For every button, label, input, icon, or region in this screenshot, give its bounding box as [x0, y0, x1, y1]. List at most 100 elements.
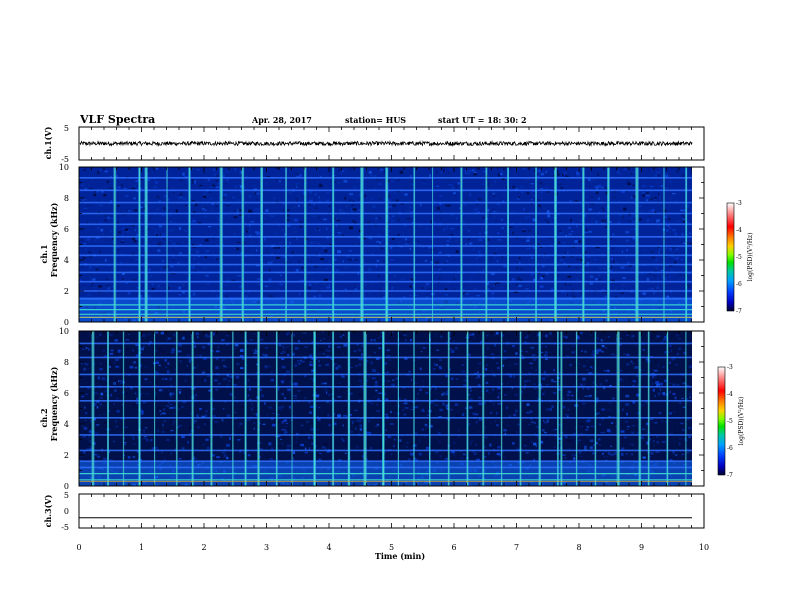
- spectrogram-speckle: [678, 278, 681, 282]
- spectrogram-speckle: [213, 332, 215, 336]
- spectrogram-speckle: [558, 424, 561, 426]
- spectrogram-speckle: [353, 350, 357, 353]
- spectrogram-speckle: [304, 452, 308, 454]
- spectrogram-speckle: [340, 209, 344, 213]
- spectrogram-speckle: [233, 380, 238, 383]
- spectrogram-speckle: [477, 384, 481, 387]
- spectrogram-speckle: [310, 438, 314, 440]
- spectrogram-speckle: [397, 174, 400, 177]
- spectrogram-speckle: [524, 216, 528, 219]
- spectrogram-speckle: [136, 286, 139, 289]
- spectrogram-speckle: [530, 277, 533, 279]
- spectrogram-speckle: [631, 431, 635, 434]
- spectrogram-speckle: [173, 192, 175, 194]
- spectrogram-speckle: [563, 397, 565, 400]
- spectrogram-speckle: [449, 337, 451, 340]
- spectrogram-speckle: [126, 264, 129, 267]
- spectrogram-speckle: [95, 385, 98, 387]
- spectrogram-speckle: [231, 192, 233, 195]
- spectrogram-speckle: [570, 255, 574, 258]
- spectrogram-speckle: [530, 203, 533, 205]
- spectrogram-speckle: [94, 228, 98, 231]
- spectrogram-speckle: [582, 398, 584, 402]
- spectrogram-speckle: [440, 171, 443, 174]
- spectrogram-speckle: [108, 450, 110, 454]
- spectrogram-speckle: [496, 452, 501, 456]
- spectrogram-speckle: [90, 284, 94, 287]
- spectrogram-speckle: [309, 363, 313, 367]
- spectrogram-speckle: [349, 168, 352, 171]
- spectrogram-speckle: [236, 363, 240, 366]
- spectrogram-speckle: [374, 384, 379, 387]
- spectrogram-speckle: [565, 250, 569, 252]
- spectrogram-speckle: [514, 393, 518, 397]
- spectrogram-speckle: [105, 284, 110, 286]
- spectrogram-speckle: [534, 421, 536, 424]
- spectrogram-speckle: [475, 279, 477, 282]
- spectrogram-speckle: [281, 406, 285, 408]
- spectrogram-speckle: [278, 344, 282, 347]
- spectrogram-speckle: [570, 382, 572, 386]
- spectrogram-burst-core: [535, 167, 537, 322]
- spectrogram-speckle: [186, 180, 189, 183]
- spectrogram-speckle: [413, 457, 416, 460]
- spectrogram-speckle: [525, 288, 529, 290]
- spectrogram-speckle: [194, 181, 196, 184]
- spectrogram-speckle: [412, 406, 415, 408]
- spectrogram-speckle: [636, 393, 640, 397]
- spectrogram-speckle: [504, 429, 507, 432]
- spectrogram-speckle: [571, 453, 575, 457]
- spectrogram-speckle: [591, 208, 594, 211]
- spectrogram-speckle: [239, 285, 242, 287]
- spectrogram-speckle: [116, 246, 120, 249]
- spectrogram-speckle: [318, 359, 320, 363]
- spectrogram-speckle: [253, 191, 257, 195]
- spectrogram-burst-core: [576, 331, 577, 486]
- spectrogram-speckle: [532, 194, 537, 197]
- spectrogram-speckle: [280, 352, 283, 355]
- spectrogram-speckle: [430, 400, 434, 404]
- spectrogram-speckle: [204, 171, 206, 174]
- spectrogram-burst-core: [663, 167, 665, 322]
- spectrogram-speckle: [297, 196, 300, 198]
- spectrogram-burst-core: [382, 331, 384, 486]
- spectrogram-speckle: [485, 339, 488, 342]
- spectrogram-speckle: [631, 267, 635, 270]
- spectrogram-speckle: [129, 365, 134, 369]
- spectrogram-speckle: [95, 221, 98, 223]
- spectrogram-speckle: [547, 221, 550, 225]
- spectrogram-speckle: [448, 184, 453, 186]
- spectrogram-speckle: [406, 241, 411, 243]
- spectrogram-speckle: [224, 366, 228, 369]
- spectrogram-speckle: [167, 401, 170, 404]
- spectrogram-speckle: [188, 426, 193, 430]
- spectrogram-speckle: [446, 226, 449, 230]
- ch2-spectrogram-image: [79, 331, 704, 486]
- spectrogram-speckle: [299, 385, 303, 387]
- spectrogram-speckle: [161, 287, 163, 290]
- spectrogram-burst-core: [210, 331, 212, 486]
- spectrogram-burst-core: [139, 167, 140, 322]
- spectrogram-burst-core: [554, 167, 557, 322]
- spectrogram-speckle: [406, 209, 411, 213]
- spectrogram-speckle: [449, 331, 451, 334]
- spectrogram-speckle: [671, 255, 676, 258]
- spectrogram-speckle: [307, 256, 311, 259]
- spectrogram-speckle: [281, 365, 286, 369]
- spectrogram-burst-core: [636, 167, 638, 322]
- spectrogram-speckle: [204, 379, 207, 382]
- spectrogram-speckle: [299, 225, 302, 228]
- spectrogram-speckle: [308, 400, 311, 404]
- spectrogram-speckle: [314, 265, 317, 268]
- spectrogram-speckle: [488, 452, 490, 455]
- spectrogram-speckle: [477, 375, 480, 378]
- spectrogram-speckle: [520, 350, 523, 352]
- spectrogram-speckle: [228, 380, 231, 382]
- spectrogram-speckle: [338, 218, 340, 220]
- spectrogram-speckle: [580, 455, 583, 458]
- spectrogram-burst-core: [413, 167, 415, 322]
- spectrogram-speckle: [424, 259, 428, 262]
- spectrogram-speckle: [189, 360, 191, 363]
- spectrogram-speckle: [399, 334, 404, 338]
- spectrogram-speckle: [161, 412, 166, 414]
